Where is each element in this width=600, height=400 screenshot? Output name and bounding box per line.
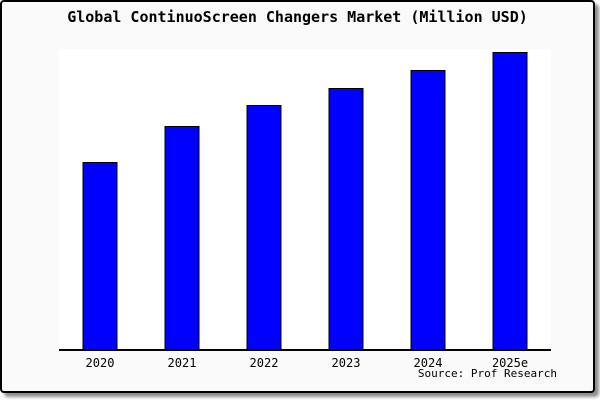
bar-2024	[410, 69, 446, 349]
bar-2022	[246, 105, 282, 349]
x-tick-label-2021: 2021	[167, 356, 197, 370]
x-tick-label-2020: 2020	[85, 356, 115, 370]
x-tick-label-2024: 2024	[413, 356, 443, 370]
plot-area	[59, 49, 551, 351]
chart-title: Global ContinuoScreen Changers Market (M…	[67, 8, 528, 26]
bar-2020	[82, 161, 118, 349]
x-axis-labels: 2020 2021 2022 2023 2024 2025e	[59, 356, 551, 372]
x-tick-label-2023: 2023	[331, 356, 361, 370]
x-tick-label-2025e: 2025e	[491, 356, 529, 370]
source-note: Source: Prof Research	[417, 367, 557, 380]
bar-2023	[328, 87, 364, 349]
bar-2025e	[492, 51, 528, 349]
bar-2021	[164, 126, 200, 349]
chart-card: Global ContinuoScreen Changers Market (M…	[0, 0, 595, 393]
x-tick-label-2022: 2022	[249, 356, 279, 370]
